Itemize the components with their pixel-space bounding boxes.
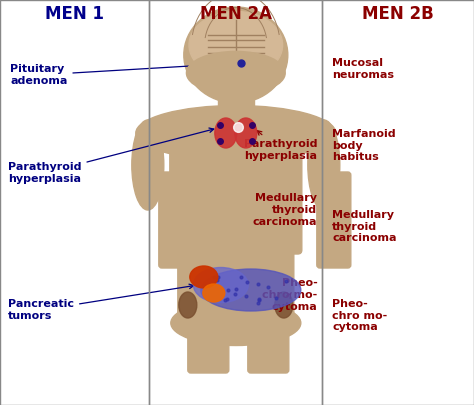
- Ellipse shape: [308, 120, 340, 210]
- Ellipse shape: [189, 11, 283, 79]
- Ellipse shape: [203, 284, 225, 302]
- Bar: [0, 0, 149, 405]
- FancyBboxPatch shape: [218, 95, 254, 125]
- Text: Pheo-
chro mo-
cytoma: Pheo- chro mo- cytoma: [262, 278, 317, 311]
- Ellipse shape: [190, 266, 218, 288]
- Text: Pituitary
adenoma: Pituitary adenoma: [10, 61, 237, 86]
- Ellipse shape: [186, 51, 285, 95]
- FancyBboxPatch shape: [188, 312, 229, 373]
- Text: MEN 2B: MEN 2B: [362, 5, 434, 23]
- Text: Mucosal
neuromas: Mucosal neuromas: [332, 58, 394, 80]
- FancyBboxPatch shape: [159, 172, 193, 268]
- Ellipse shape: [136, 105, 336, 160]
- Text: Parathyroid
hyperplasia: Parathyroid hyperplasia: [244, 131, 317, 161]
- FancyBboxPatch shape: [317, 172, 351, 268]
- Ellipse shape: [275, 292, 293, 318]
- Text: Medullary
thyroid
carcinoma: Medullary thyroid carcinoma: [332, 210, 397, 243]
- Bar: [149, 0, 322, 405]
- Text: Marfanoid
body
habitus: Marfanoid body habitus: [332, 129, 396, 162]
- Ellipse shape: [171, 301, 301, 345]
- Ellipse shape: [132, 120, 164, 210]
- Text: Medullary
thyroid
carcinoma: Medullary thyroid carcinoma: [253, 194, 317, 227]
- FancyBboxPatch shape: [178, 237, 294, 328]
- Ellipse shape: [215, 118, 237, 148]
- Text: Pancreatic
tumors: Pancreatic tumors: [8, 284, 194, 321]
- Text: Parathyroid
hyperplasia: Parathyroid hyperplasia: [8, 128, 214, 184]
- Text: MEN 2A: MEN 2A: [200, 5, 272, 23]
- Text: Pheo-
chro mo-
cytoma: Pheo- chro mo- cytoma: [332, 299, 388, 333]
- Ellipse shape: [179, 292, 197, 318]
- Text: MEN 1: MEN 1: [45, 5, 104, 23]
- Ellipse shape: [193, 267, 248, 303]
- Bar: [322, 0, 474, 405]
- FancyBboxPatch shape: [248, 312, 289, 373]
- Ellipse shape: [235, 118, 257, 148]
- Ellipse shape: [201, 269, 301, 311]
- FancyBboxPatch shape: [170, 121, 302, 254]
- Ellipse shape: [184, 7, 288, 103]
